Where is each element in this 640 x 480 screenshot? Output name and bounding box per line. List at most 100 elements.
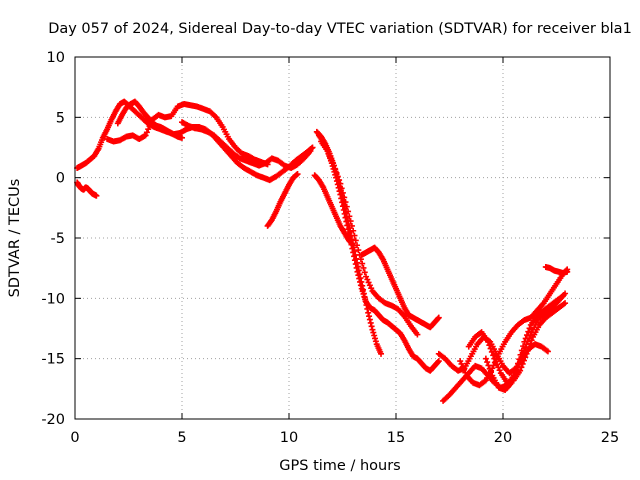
data-point [365,309,372,316]
data-point [508,379,515,386]
chart-title: Day 057 of 2024, Sidereal Day-to-day VTE… [48,21,632,37]
data-point [355,247,362,254]
data-point [346,213,353,220]
data-point [522,335,529,342]
data-point [343,203,350,210]
data-point [525,328,532,335]
series-arc-e [179,119,314,172]
y-axis-label: SDTVAR / TECUs [7,179,23,298]
data-point [484,359,491,366]
data-point [524,347,531,354]
data-point [361,269,368,276]
series-arc-i [318,138,421,338]
series-arc-q [542,263,571,276]
data-point [520,343,527,350]
data-point [351,232,358,239]
data-point [482,355,489,362]
data-point [341,194,348,201]
data-point [339,189,346,196]
data-point [435,358,442,365]
data-point [145,126,152,133]
data-point [378,350,385,357]
data-point [351,257,358,264]
data-point [350,249,357,256]
data-point [435,314,442,321]
x-tick-label: 15 [387,430,405,446]
x-tick-label: 25 [601,430,619,446]
y-tick-label: 0 [56,171,65,187]
x-axis-label: GPS time / hours [279,458,400,474]
data-point [414,331,421,338]
data-point [526,344,533,351]
data-point [357,278,364,285]
data-point [559,292,566,299]
data-point [523,350,530,357]
data-point [511,372,518,379]
data-point [307,148,314,155]
data-point [485,338,492,345]
data-point [349,241,356,248]
data-point [350,227,357,234]
data-point [371,332,378,339]
data-points [74,98,571,404]
data-point [485,362,492,369]
data-point [372,338,379,345]
data-point [523,332,530,339]
data-point [179,134,185,141]
series-arc-b [74,179,100,199]
data-point [526,325,533,332]
series-arc-j [311,172,357,249]
data-point [350,242,357,249]
data-point [370,329,377,336]
grid-lines [75,57,610,419]
data-point [353,264,360,271]
data-point [488,369,495,376]
data-point [342,214,349,221]
data-point [509,375,516,382]
data-point [294,171,301,178]
data-point [486,365,493,372]
data-point [143,129,150,136]
y-tick-label: -15 [41,352,65,368]
data-point [527,340,534,347]
y-tick-label: 10 [47,50,65,66]
x-tick-label: 10 [280,430,298,446]
data-point [338,185,345,192]
series-arc-p [482,292,566,394]
data-point [336,177,343,184]
data-point [332,166,339,173]
y-tick-label: 5 [56,110,65,126]
data-point [490,352,497,359]
data-point [488,348,495,355]
data-point [486,342,493,349]
data-point [333,169,340,176]
data-point [518,347,525,354]
data-point [521,338,528,345]
data-point [434,359,441,366]
y-tick-label: -20 [41,412,65,428]
data-point [564,268,571,275]
data-point [512,368,519,375]
data-point [366,313,373,320]
data-point [372,335,379,342]
data-point [368,323,375,330]
data-point [356,275,363,282]
data-point [93,192,100,199]
data-point [357,282,364,289]
data-point [347,218,354,225]
data-point [355,272,362,279]
data-point [517,351,524,358]
data-point [366,316,373,323]
data-point [513,364,520,371]
data-point [142,132,149,139]
data-point [351,253,358,260]
data-point [544,348,551,355]
x-tick-label: 0 [70,430,79,446]
data-point [341,210,348,217]
data-point [342,199,349,206]
series-arc-c [104,101,271,168]
data-point [345,208,352,215]
data-point [345,226,352,233]
data-point [338,195,345,202]
